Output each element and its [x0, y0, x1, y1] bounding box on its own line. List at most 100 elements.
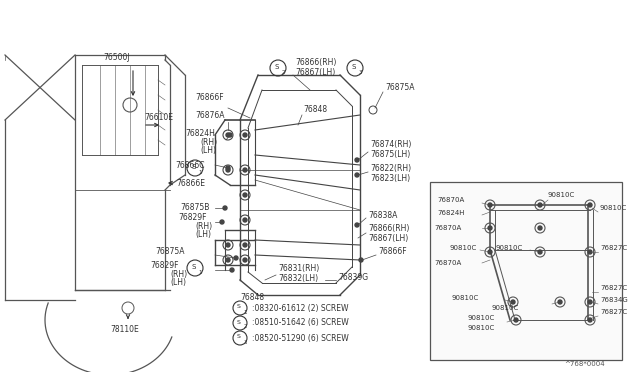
Text: 76832(LH): 76832(LH): [278, 273, 318, 282]
Text: 1: 1: [198, 269, 202, 275]
Text: 90810C: 90810C: [450, 245, 477, 251]
Circle shape: [226, 168, 230, 172]
Circle shape: [511, 300, 515, 304]
Text: S: S: [192, 164, 196, 170]
Circle shape: [228, 133, 232, 137]
Text: 90810C: 90810C: [548, 192, 575, 198]
Text: 76870A: 76870A: [434, 260, 461, 266]
Text: 76866(RH): 76866(RH): [295, 58, 337, 67]
Text: 90810C: 90810C: [495, 245, 522, 251]
Text: 76870A: 76870A: [437, 197, 464, 203]
Text: 76867(LH): 76867(LH): [368, 234, 408, 243]
Text: 90810C: 90810C: [452, 295, 479, 301]
Text: ^768*0004: ^768*0004: [564, 361, 605, 367]
Text: 76838A: 76838A: [368, 211, 397, 219]
Text: S: S: [192, 264, 196, 270]
Text: (LH): (LH): [195, 231, 211, 240]
Bar: [430, 182, 622, 360]
Circle shape: [243, 218, 247, 222]
Text: 76831(RH): 76831(RH): [278, 263, 319, 273]
Circle shape: [558, 300, 562, 304]
Circle shape: [226, 166, 230, 170]
Circle shape: [588, 318, 592, 322]
Text: 76876A: 76876A: [195, 110, 225, 119]
Text: 76827C: 76827C: [600, 285, 627, 291]
Text: 3: 3: [243, 340, 247, 344]
Text: 76823(LH): 76823(LH): [370, 173, 410, 183]
Text: (LH): (LH): [170, 278, 186, 286]
Text: 76829F: 76829F: [178, 214, 207, 222]
Text: 76875A: 76875A: [155, 247, 184, 257]
Circle shape: [488, 250, 492, 254]
Circle shape: [220, 220, 224, 224]
Text: 76867(LH): 76867(LH): [295, 67, 335, 77]
Text: 3: 3: [358, 70, 362, 74]
Text: 76824H: 76824H: [185, 128, 215, 138]
Circle shape: [538, 250, 542, 254]
Circle shape: [355, 223, 359, 227]
Text: S: S: [275, 64, 279, 70]
Text: 76610E: 76610E: [144, 113, 173, 122]
Text: 76875A: 76875A: [385, 83, 415, 93]
Text: (RH): (RH): [170, 269, 187, 279]
Circle shape: [355, 173, 359, 177]
Circle shape: [588, 250, 592, 254]
Text: S: S: [237, 320, 241, 324]
Text: 76834G: 76834G: [600, 297, 628, 303]
Circle shape: [243, 133, 247, 137]
Text: (RH): (RH): [195, 222, 212, 231]
Text: :08520-51290 (6) SCREW: :08520-51290 (6) SCREW: [252, 334, 349, 343]
Circle shape: [226, 133, 230, 137]
Circle shape: [243, 258, 247, 262]
Text: 76874(RH): 76874(RH): [370, 141, 412, 150]
Text: S: S: [237, 305, 241, 310]
Text: 76827C: 76827C: [600, 309, 627, 315]
Text: 76866(RH): 76866(RH): [368, 224, 410, 232]
Text: 1: 1: [243, 310, 247, 314]
Text: S: S: [352, 64, 356, 70]
Text: 90810C: 90810C: [468, 315, 495, 321]
Circle shape: [243, 168, 247, 172]
Text: 90810C: 90810C: [492, 305, 519, 311]
Text: 76875B: 76875B: [180, 203, 209, 212]
Text: 76824H: 76824H: [437, 210, 465, 216]
Text: 76866C: 76866C: [175, 160, 205, 170]
Text: :08510-51642 (6) SCREW: :08510-51642 (6) SCREW: [252, 318, 349, 327]
Text: 76848: 76848: [303, 106, 327, 115]
Text: :08320-61612 (2) SCREW: :08320-61612 (2) SCREW: [252, 304, 349, 312]
Text: (RH): (RH): [200, 138, 217, 147]
Text: 76866F: 76866F: [378, 247, 406, 257]
Circle shape: [359, 258, 363, 262]
Text: 76875(LH): 76875(LH): [370, 151, 410, 160]
Circle shape: [243, 193, 247, 197]
Text: 76827C: 76827C: [600, 245, 627, 251]
Text: 90810C: 90810C: [600, 205, 627, 211]
Circle shape: [488, 203, 492, 207]
Text: 90810C: 90810C: [468, 325, 495, 331]
Text: 76829F: 76829F: [150, 260, 179, 269]
Text: 76500J: 76500J: [103, 54, 130, 62]
Text: 76866E: 76866E: [176, 179, 205, 187]
Text: 76848: 76848: [240, 294, 264, 302]
Text: 2: 2: [243, 324, 247, 330]
Circle shape: [538, 226, 542, 230]
Circle shape: [514, 318, 518, 322]
Text: S: S: [237, 334, 241, 340]
Circle shape: [230, 268, 234, 272]
Circle shape: [243, 243, 247, 247]
Circle shape: [588, 203, 592, 207]
Text: 76839G: 76839G: [338, 273, 368, 282]
Circle shape: [226, 258, 230, 262]
Circle shape: [226, 243, 230, 247]
Text: (LH): (LH): [200, 145, 216, 154]
Text: 76822(RH): 76822(RH): [370, 164, 411, 173]
Text: 1: 1: [198, 170, 202, 174]
Circle shape: [538, 203, 542, 207]
Circle shape: [488, 226, 492, 230]
Circle shape: [223, 206, 227, 210]
Text: 78110E: 78110E: [110, 326, 139, 334]
Circle shape: [234, 256, 238, 260]
Circle shape: [355, 158, 359, 162]
Circle shape: [588, 300, 592, 304]
Text: 76866F: 76866F: [195, 93, 223, 103]
